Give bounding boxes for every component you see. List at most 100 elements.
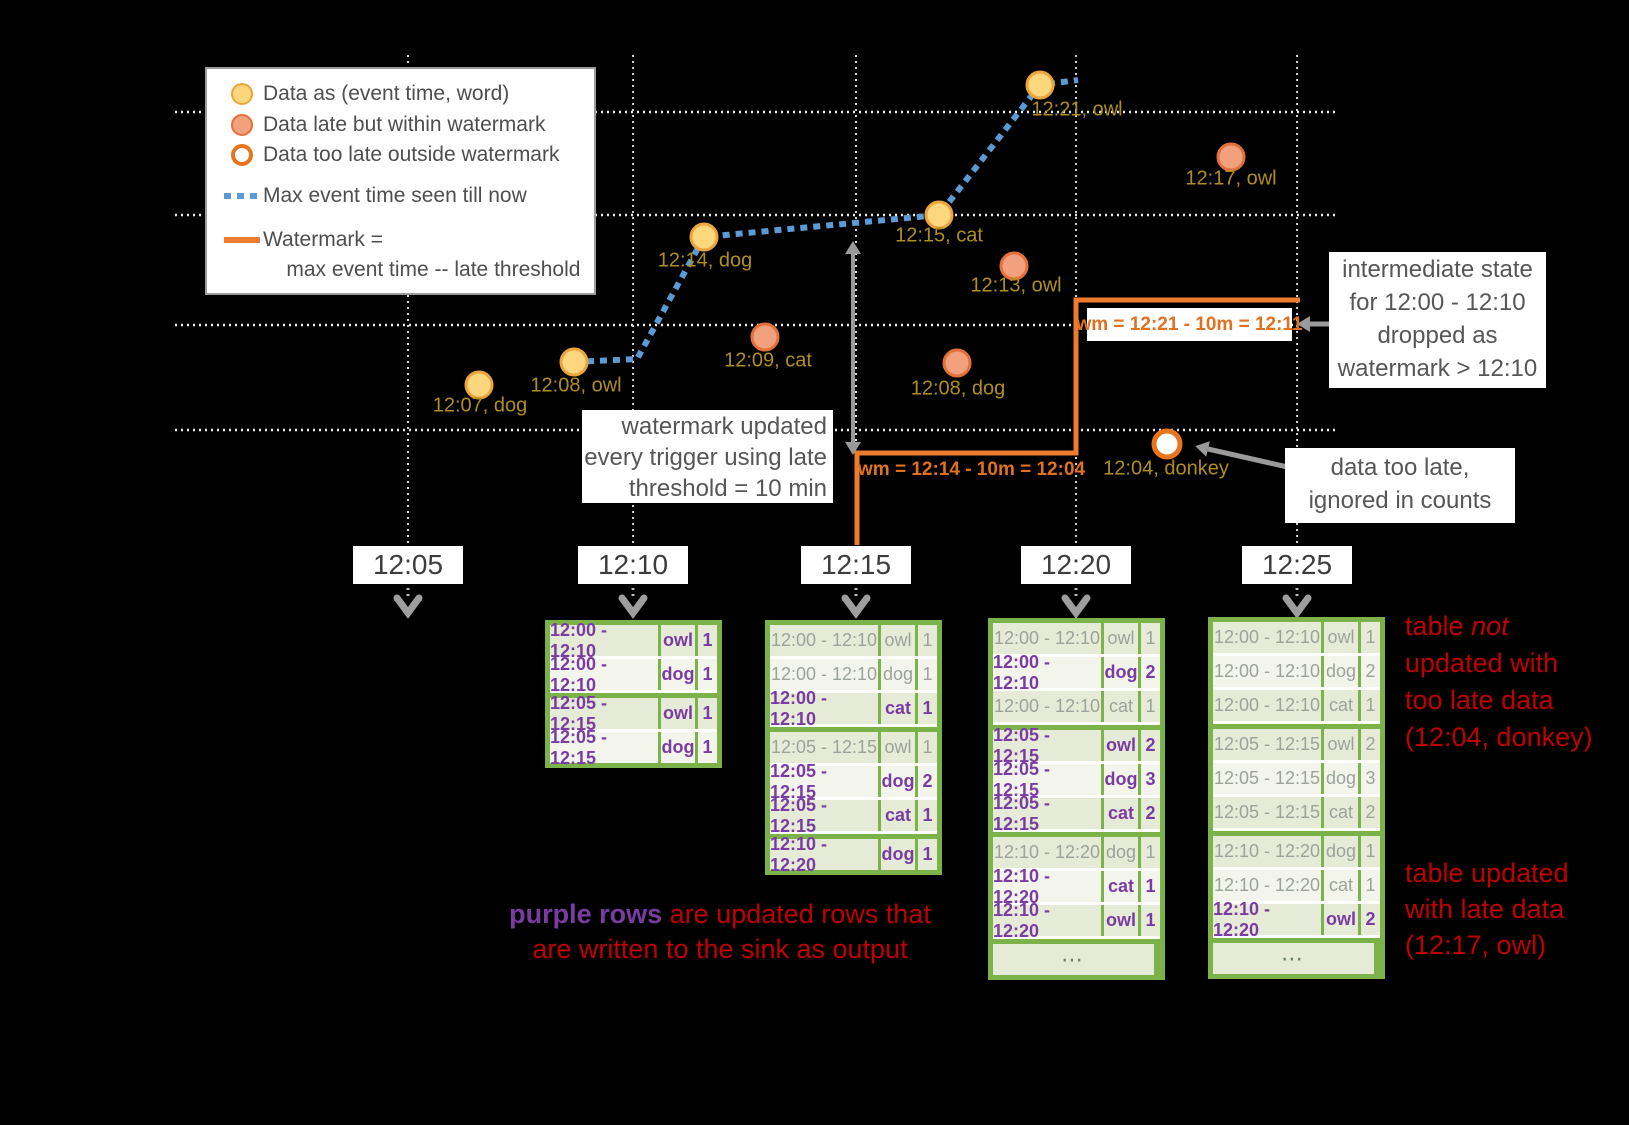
data-point-ontime bbox=[924, 200, 954, 230]
table-cell-word: dog bbox=[1104, 657, 1138, 688]
table-cell-word: dog bbox=[1324, 836, 1358, 867]
table-cell-word: owl bbox=[1104, 905, 1138, 936]
table-cell-word: owl bbox=[1324, 904, 1358, 935]
trigger-arrowhead bbox=[618, 594, 648, 619]
table-cell-window: 12:00 - 12:10 bbox=[993, 652, 1101, 693]
result-table: 12:00 - 12:10 owl 1 12:00 - 12:10 dog 1 12:00 … bbox=[765, 620, 942, 875]
table-cell-count: 1 bbox=[1141, 691, 1160, 722]
table-cell-window: 12:00 - 12:10 bbox=[1213, 656, 1321, 687]
result-table: 12:00 - 12:10 owl 1 12:00 - 12:10 dog 1 12:05 … bbox=[545, 620, 722, 768]
table-cell-count: 1 bbox=[1141, 905, 1160, 936]
data-point-ontime bbox=[559, 347, 589, 377]
watermark-line-icon bbox=[224, 237, 260, 243]
data-point-ontime bbox=[689, 222, 719, 252]
table-row: 12:05 - 12:15 owl 2 bbox=[993, 725, 1160, 766]
table-row: 12:10 - 12:20 cat 1 bbox=[993, 866, 1160, 907]
table-cell-word: dog bbox=[1324, 656, 1358, 687]
table-cell-window: 12:05 - 12:15 bbox=[550, 693, 658, 734]
note-text: are updated rows that are written to the… bbox=[532, 899, 931, 964]
trigger-time-box: 12:05 bbox=[353, 546, 463, 584]
annotation-arrow bbox=[1207, 446, 1293, 471]
table-cell-window: 12:10 - 12:20 bbox=[1213, 870, 1321, 901]
table-row: 12:05 - 12:15 cat 2 bbox=[1213, 797, 1380, 828]
legend-item-too-late: Data too late outside watermark bbox=[221, 140, 584, 171]
table-row: 12:00 - 12:10 dog 2 bbox=[993, 652, 1160, 693]
trigger-time-box: 12:20 bbox=[1021, 546, 1131, 584]
table-row: 12:10 - 12:20 owl 1 bbox=[993, 900, 1160, 941]
late-point-icon bbox=[231, 113, 253, 136]
arrowhead bbox=[1297, 316, 1310, 332]
table-cell-count: 1 bbox=[1361, 622, 1380, 653]
table-row: 12:10 - 12:20 owl 2 bbox=[1213, 899, 1380, 940]
too-late-point-icon bbox=[231, 144, 253, 167]
table-cell-count: 2 bbox=[1361, 904, 1380, 935]
table-cell-window: 12:10 - 12:20 bbox=[993, 900, 1101, 941]
max-event-line-icon bbox=[224, 192, 260, 199]
max-event-time-line bbox=[573, 77, 1079, 365]
table-cell-count: 1 bbox=[1141, 871, 1160, 902]
table-cell-window: 12:05 - 12:15 bbox=[993, 759, 1101, 800]
table-row: 12:05 - 12:15 owl 1 bbox=[550, 693, 717, 734]
table-cell-word: dog bbox=[661, 732, 695, 763]
table-cell-count: 1 bbox=[1361, 836, 1380, 867]
table-cell-word: owl bbox=[1324, 622, 1358, 653]
table-cell-window: 12:00 - 12:10 bbox=[993, 623, 1101, 654]
table-row: 12:00 - 12:10 owl 1 bbox=[1213, 622, 1380, 653]
table-cell-count: 1 bbox=[1141, 837, 1160, 868]
table-cell-word: cat bbox=[1104, 871, 1138, 902]
table-row: 12:05 - 12:15 cat 2 bbox=[993, 793, 1160, 834]
table-cell-window: 12:05 - 12:15 bbox=[550, 727, 658, 768]
data-point-late bbox=[942, 348, 972, 378]
table-cell-ellipsis: ⋯ bbox=[993, 944, 1154, 975]
ontime-point-icon bbox=[231, 83, 253, 106]
data-point-late bbox=[750, 322, 780, 352]
table-cell-ellipsis: ⋯ bbox=[1213, 943, 1374, 974]
result-table: 12:00 - 12:10 owl 1 12:00 - 12:10 dog 2 12:00 … bbox=[988, 618, 1165, 980]
table-cell-window: 12:10 - 12:20 bbox=[993, 866, 1101, 907]
sink-output-note: purple rows are updated rows that are wr… bbox=[420, 897, 1020, 967]
table-cell-count: 1 bbox=[918, 625, 937, 656]
trigger-arrowhead bbox=[393, 594, 423, 619]
table-cell-count: 1 bbox=[698, 625, 717, 656]
table-row: 12:05 - 12:15 dog 3 bbox=[1213, 763, 1380, 794]
table-row: 12:00 - 12:10 dog 2 bbox=[1213, 656, 1380, 687]
trigger-time-box: 12:25 bbox=[1242, 546, 1352, 584]
table-cell-word: dog bbox=[1324, 763, 1358, 794]
table-cell-window: 12:05 - 12:15 bbox=[993, 725, 1101, 766]
table-cell-word: cat bbox=[1324, 797, 1358, 828]
trigger-arrowhead bbox=[1061, 594, 1091, 619]
legend-item-late: Data late but within watermark bbox=[221, 110, 584, 141]
watermark-step-line bbox=[854, 297, 1300, 545]
table-row: 12:05 - 12:15 cat 1 bbox=[770, 795, 937, 836]
table-row: 12:00 - 12:10 dog 1 bbox=[770, 659, 937, 690]
arrowhead bbox=[845, 241, 861, 254]
table-cell-window: 12:05 - 12:15 bbox=[1213, 729, 1321, 760]
legend-label: Data as (event time, word) bbox=[263, 82, 510, 106]
table-cell-word: owl bbox=[661, 698, 695, 729]
table-cell-word: dog bbox=[661, 659, 695, 690]
table-cell-count: 1 bbox=[1361, 870, 1380, 901]
table-cell-window: 12:10 - 12:20 bbox=[1213, 899, 1321, 940]
table-row: 12:00 - 12:10 owl 1 bbox=[550, 620, 717, 661]
table-row: 12:10 - 12:20 dog 1 bbox=[770, 834, 937, 875]
table-cell-count: 2 bbox=[1361, 797, 1380, 828]
table-row: 12:05 - 12:15 dog 1 bbox=[550, 727, 717, 768]
table-cell-count: 1 bbox=[918, 732, 937, 763]
table-cell-count: 1 bbox=[698, 659, 717, 690]
table-cell-window: 12:05 - 12:15 bbox=[770, 761, 878, 802]
legend-item-ontime: Data as (event time, word) bbox=[221, 79, 584, 110]
table-cell-window: 12:05 - 12:15 bbox=[770, 732, 878, 763]
table-cell-word: dog bbox=[1104, 837, 1138, 868]
result-table: 12:00 - 12:10 owl 1 12:00 - 12:10 dog 2 12:00 … bbox=[1208, 617, 1385, 979]
table-cell-count: 3 bbox=[1141, 764, 1160, 795]
table-row: 12:00 - 12:10 cat 1 bbox=[993, 691, 1160, 722]
table-row: 12:10 - 12:20 dog 1 bbox=[993, 832, 1160, 868]
table-cell-count: 2 bbox=[1361, 656, 1380, 687]
trigger-note-box: watermark updated every trigger using la… bbox=[582, 410, 833, 503]
table-row: 12:00 - 12:10 dog 1 bbox=[550, 654, 717, 695]
legend: Data as (event time, word) Data late but… bbox=[205, 67, 596, 295]
data-point-too_late bbox=[1151, 428, 1183, 460]
table-cell-count: 1 bbox=[1361, 690, 1380, 721]
